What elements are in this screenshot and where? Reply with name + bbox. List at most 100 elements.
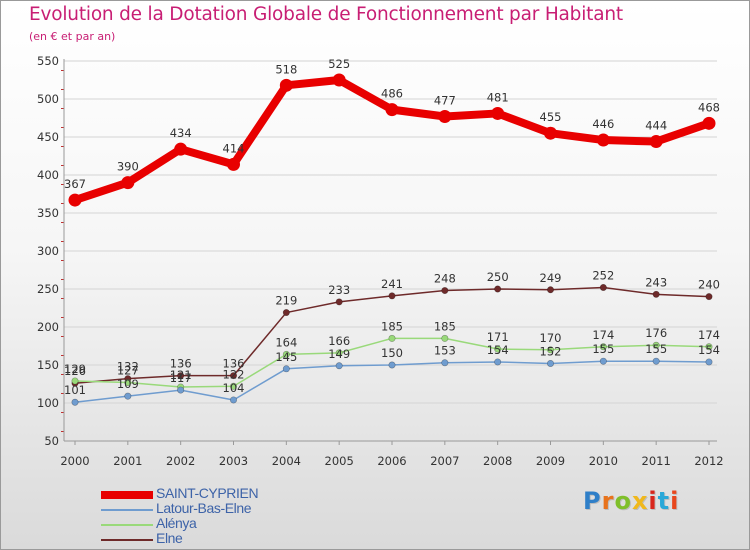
data-point xyxy=(388,334,396,342)
data-label: 219 xyxy=(275,294,297,308)
data-point xyxy=(702,116,716,130)
x-ticks: 2000 2001 2002 2003 2004 2005 2006 2007 2008 2009… xyxy=(60,441,724,468)
data-point xyxy=(652,290,660,298)
proxiti-logo: Proxiti xyxy=(583,487,680,515)
data-label: 136 xyxy=(223,357,245,371)
legend-label: Latour-Bas-Elne xyxy=(156,500,252,516)
data-point xyxy=(71,377,79,385)
data-label: 434 xyxy=(170,126,192,140)
legend-label: SAINT-CYPRIEN xyxy=(156,485,259,501)
data-label: 166 xyxy=(328,334,350,348)
data-point xyxy=(282,350,290,358)
data-label: 390 xyxy=(117,160,139,174)
data-label: 155 xyxy=(645,342,667,356)
x-tick-label: 2003 xyxy=(219,454,248,468)
data-point xyxy=(441,287,449,295)
data-label: 155 xyxy=(592,342,614,356)
data-point xyxy=(441,359,449,367)
data-point xyxy=(121,176,135,190)
data-point xyxy=(388,361,396,369)
data-point xyxy=(705,343,713,351)
y-tick-label: 100 xyxy=(37,396,59,410)
data-label: 446 xyxy=(592,117,614,131)
data-point xyxy=(282,309,290,317)
x-tick-label: 2011 xyxy=(642,454,671,468)
data-label: 367 xyxy=(64,177,86,191)
data-label: 154 xyxy=(487,343,509,357)
data-label: 233 xyxy=(328,283,350,297)
data-point xyxy=(705,293,713,301)
data-point xyxy=(599,343,607,351)
data-label: 176 xyxy=(645,326,667,340)
data-label: 525 xyxy=(328,57,350,71)
data-label: 477 xyxy=(434,93,456,107)
data-label: 104 xyxy=(223,381,245,395)
chart-title: Evolution de la Dotation Globale de Fonc… xyxy=(29,4,623,25)
data-label: 250 xyxy=(487,270,509,284)
data-label: 240 xyxy=(698,278,720,292)
x-tick-label: 2001 xyxy=(113,454,142,468)
data-label: 444 xyxy=(645,119,667,133)
chart-subtitle: (en € et par an) xyxy=(29,30,116,43)
data-label: 243 xyxy=(645,275,667,289)
data-point xyxy=(652,341,660,349)
data-point xyxy=(124,392,132,400)
data-point xyxy=(385,103,399,117)
data-label: 248 xyxy=(434,272,456,286)
x-tick-label: 2009 xyxy=(536,454,565,468)
data-label: 518 xyxy=(275,62,297,76)
data-label: 481 xyxy=(487,90,509,104)
data-label: 164 xyxy=(275,335,297,349)
data-label: 174 xyxy=(592,328,614,342)
data-point xyxy=(544,126,557,140)
x-tick-label: 2012 xyxy=(694,454,723,468)
data-point xyxy=(494,345,502,353)
data-label: 170 xyxy=(540,331,562,345)
data-label: 185 xyxy=(381,319,403,333)
data-point xyxy=(441,334,449,342)
data-label: 145 xyxy=(275,350,297,364)
data-point xyxy=(546,346,554,354)
x-tick-label: 2006 xyxy=(377,454,406,468)
y-gridlines: 50 100 150 200 250 300 350 400 450 500 550 xyxy=(37,54,717,448)
x-tick-label: 2000 xyxy=(60,454,89,468)
x-tick-label: 2010 xyxy=(589,454,618,468)
data-label: 121 xyxy=(170,368,192,382)
data-point xyxy=(174,142,188,156)
legend-swatch xyxy=(101,508,153,511)
data-point xyxy=(227,157,240,171)
data-label: 171 xyxy=(487,330,509,344)
data-point xyxy=(335,362,343,370)
y-tick-label: 150 xyxy=(37,358,59,372)
legend-label: Elne xyxy=(156,530,183,546)
data-point xyxy=(124,378,132,386)
data-point xyxy=(388,292,396,300)
data-label: 241 xyxy=(381,277,403,291)
data-label: 101 xyxy=(64,383,86,397)
y-tick-label: 450 xyxy=(37,130,59,144)
data-point xyxy=(279,78,293,92)
data-label: 109 xyxy=(117,377,139,391)
data-point xyxy=(599,357,607,365)
data-label: 154 xyxy=(698,343,720,357)
y-tick-label: 200 xyxy=(37,320,59,334)
data-label: 127 xyxy=(117,363,139,377)
x-tick-label: 2008 xyxy=(483,454,512,468)
data-label: 153 xyxy=(434,344,456,358)
x-tick-label: 2005 xyxy=(325,454,354,468)
y-tick-label: 550 xyxy=(37,54,59,68)
data-point xyxy=(494,358,502,366)
data-label: 117 xyxy=(170,371,192,385)
data-label: 185 xyxy=(434,319,456,333)
data-label: 150 xyxy=(381,346,403,360)
data-point xyxy=(649,135,663,149)
data-label: 252 xyxy=(592,268,614,282)
data-label: 149 xyxy=(328,347,350,361)
data-label: 136 xyxy=(170,357,192,371)
data-label: 249 xyxy=(540,271,562,285)
data-labels: 367 390 434 414 518 525 486 477 481 455 446 444 468 1… xyxy=(64,57,720,397)
data-point xyxy=(491,106,505,120)
data-label: 132 xyxy=(117,360,139,374)
